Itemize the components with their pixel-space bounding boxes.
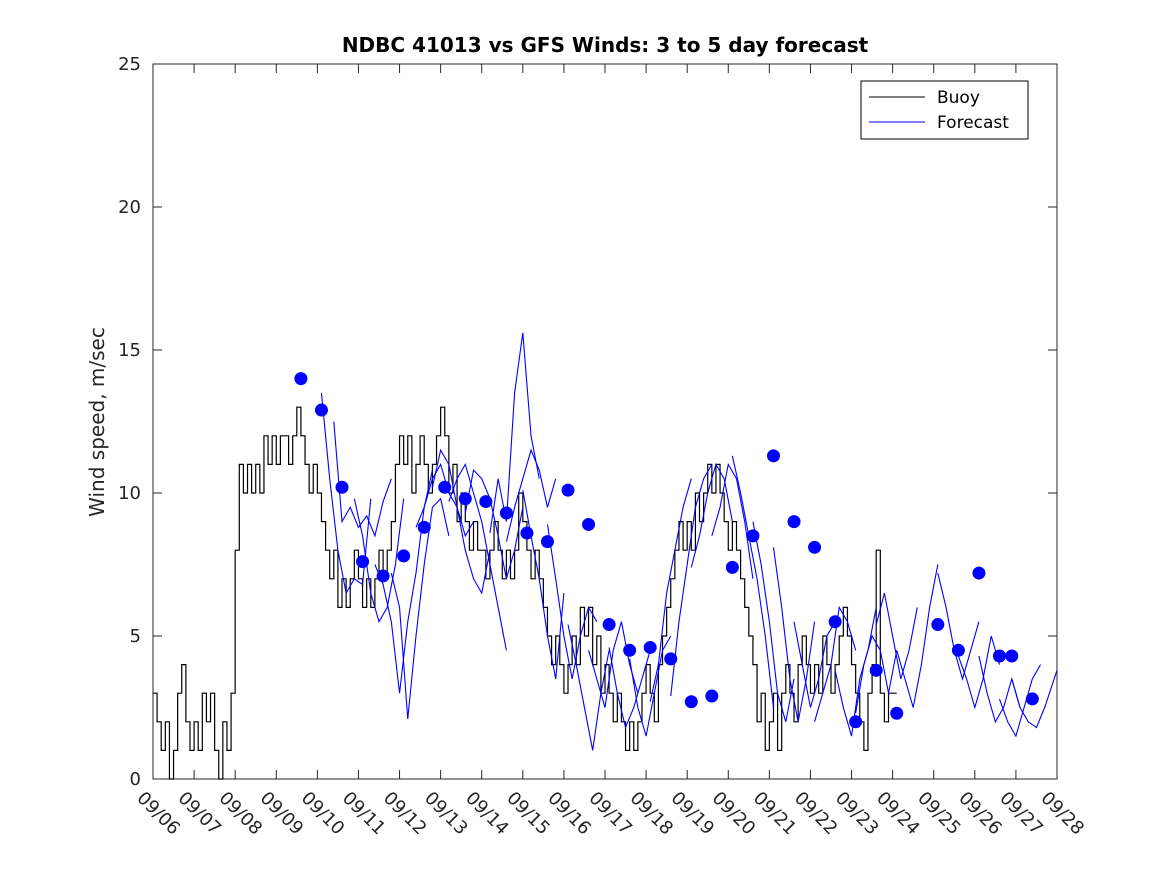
y-tick-label: 0 [130, 769, 141, 790]
forecast-line [711, 462, 754, 579]
forecast-point [479, 495, 493, 509]
forecast-point [705, 689, 719, 703]
y-axis: 0 5 10 15 20 25 [118, 54, 1057, 790]
forecast-line [390, 497, 450, 719]
forecast-point [623, 643, 637, 657]
forecast-line [896, 564, 939, 708]
forecast-line [772, 547, 816, 722]
forecast-series [320, 332, 1058, 751]
forecast-line [546, 524, 598, 680]
forecast-line [731, 455, 775, 708]
forecast-point [397, 549, 411, 563]
forecast-points [294, 372, 1039, 729]
forecast-point [314, 403, 328, 417]
forecast-line [834, 607, 877, 737]
forecast-line [855, 634, 898, 714]
y-tick-label: 25 [118, 54, 141, 75]
forecast-point [746, 529, 760, 543]
forecast-point [828, 615, 842, 629]
forecast-point [540, 535, 554, 549]
forecast-line [793, 621, 836, 708]
y-tick-label: 5 [130, 626, 141, 647]
forecast-point [684, 695, 698, 709]
legend-box [860, 80, 1029, 140]
forecast-point [869, 663, 883, 677]
forecast-line [957, 635, 1001, 710]
forecast-line [353, 498, 405, 624]
y-tick-label: 10 [118, 483, 141, 504]
forecast-point [849, 715, 863, 729]
forecast-point [787, 515, 801, 529]
legend-forecast-label: Forecast [937, 113, 1009, 133]
forecast-point [1005, 649, 1019, 663]
y-tick-label: 20 [118, 197, 141, 218]
forecast-line [1011, 670, 1058, 729]
forecast-point [890, 706, 904, 720]
forecast-line [320, 392, 372, 595]
forecast-point [643, 640, 657, 654]
forecast-point [602, 618, 616, 632]
forecast-point [294, 372, 308, 386]
buoy-series [153, 406, 897, 780]
forecast-line [505, 448, 557, 542]
forecast-line [448, 463, 507, 651]
forecast-line [608, 647, 651, 730]
forecast-point [335, 480, 349, 494]
forecast-point [992, 649, 1006, 663]
forecast-point [808, 540, 822, 554]
forecast-point [582, 517, 596, 531]
forecast-point [499, 506, 513, 520]
forecast-point [561, 483, 575, 497]
forecast-line [629, 635, 672, 737]
forecast-point [1025, 692, 1039, 706]
y-axis-label: Wind speed, m/sec [85, 327, 109, 517]
forecast-line [464, 468, 524, 579]
forecast-point [438, 480, 452, 494]
forecast-line [998, 664, 1042, 738]
forecast-line [814, 605, 857, 722]
forecast-line [431, 448, 491, 595]
forecast-point [458, 492, 472, 506]
forecast-point [417, 520, 431, 534]
forecast-line [333, 421, 392, 538]
forecast-point [664, 652, 678, 666]
forecast-line [489, 332, 540, 534]
forecast-line [670, 464, 713, 697]
forecast-line [690, 463, 733, 568]
forecast-point [520, 526, 534, 540]
forecast-line [937, 572, 980, 681]
legend-buoy-label: Buoy [937, 88, 980, 108]
forecast-point [972, 566, 986, 580]
forecast-line [875, 592, 918, 680]
forecast-line [415, 463, 474, 538]
forecast-line [567, 624, 610, 751]
forecast-point [951, 643, 965, 657]
forecast-line [588, 621, 639, 708]
legend: Buoy Forecast [860, 80, 1029, 140]
forecast-point [766, 449, 780, 463]
buoy-line [153, 406, 897, 780]
forecast-line [649, 478, 692, 702]
chart-title: NDBC 41013 vs GFS Winds: 3 to 5 day fore… [342, 33, 869, 57]
forecast-point [931, 618, 945, 632]
y-tick-label: 15 [118, 340, 141, 361]
forecast-line [752, 521, 795, 722]
forecast-point [356, 555, 370, 569]
forecast-point [376, 569, 390, 583]
forecast-point [725, 560, 739, 574]
